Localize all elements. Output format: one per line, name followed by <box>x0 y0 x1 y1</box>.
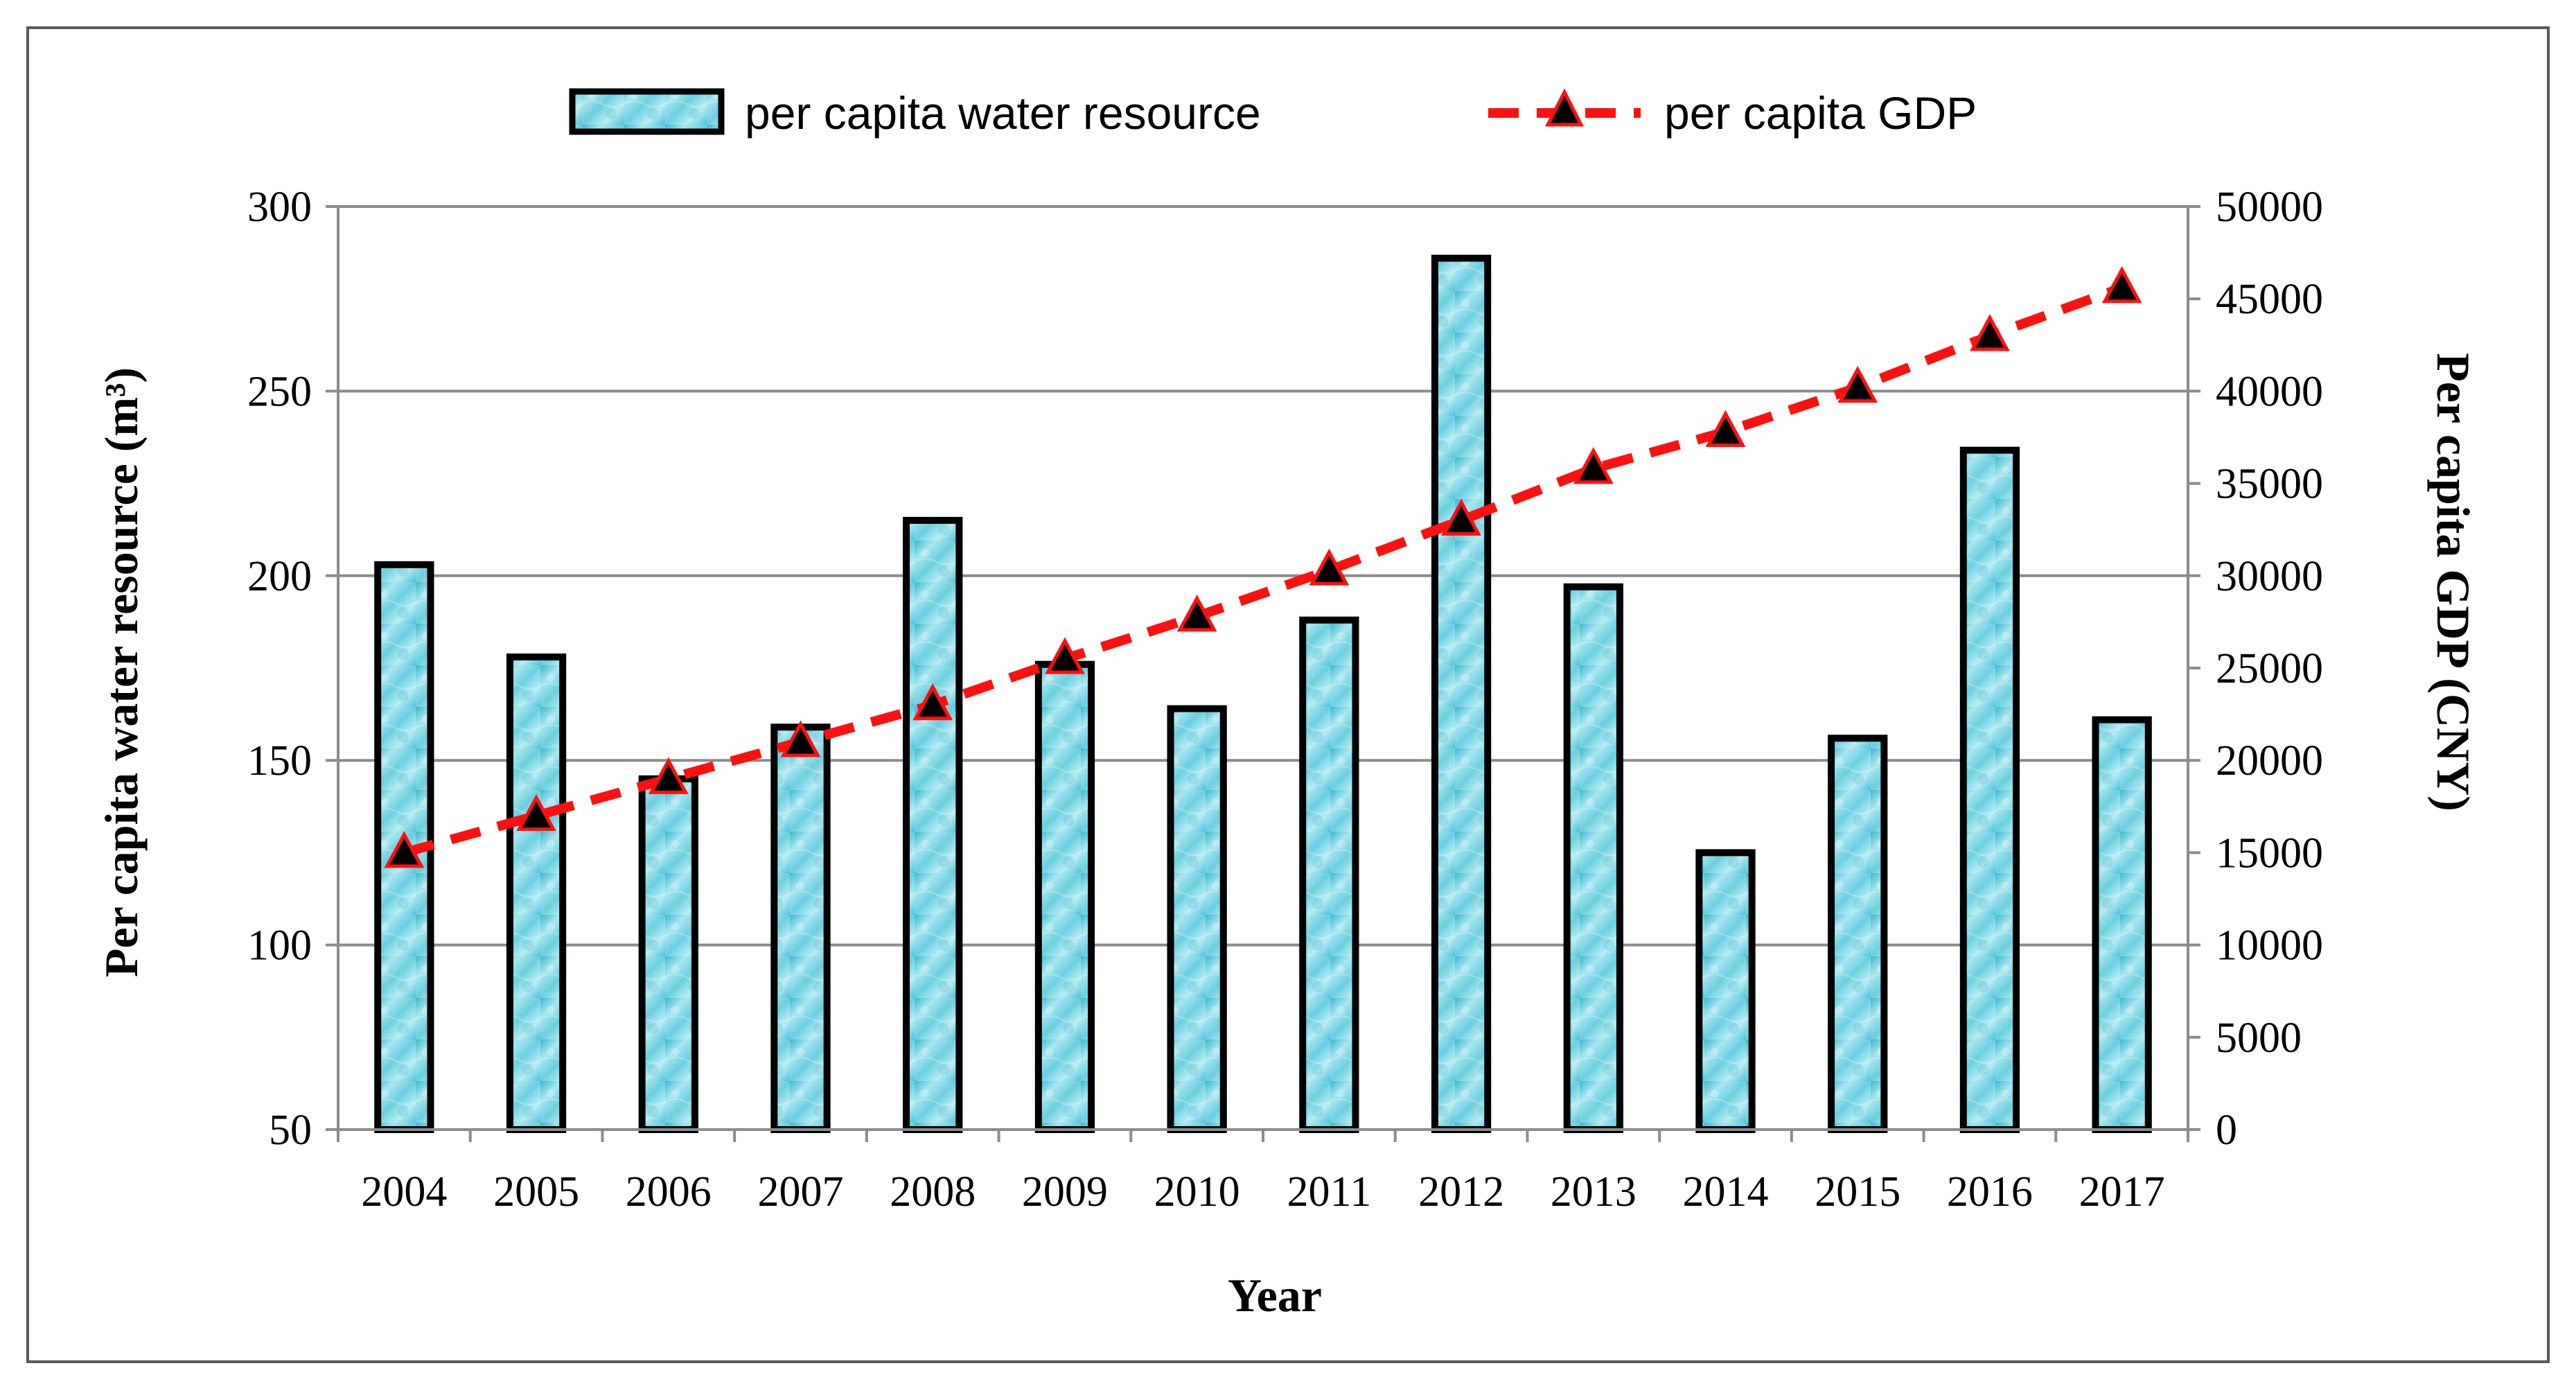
bar-water-2013 <box>1563 583 1623 1133</box>
bar-water-2014 <box>1695 849 1756 1134</box>
gdp-marker-2011 <box>1309 548 1350 586</box>
bar-water-2006 <box>638 775 698 1133</box>
y-right-tick-label: 30000 <box>2216 553 2323 600</box>
x-axis-title: Year <box>1228 1269 1322 1322</box>
gdp-marker-2016 <box>1970 314 2010 351</box>
legend-swatch-gdp-marker <box>1544 88 1585 127</box>
bar-water-2017 <box>2092 716 2152 1134</box>
line-series-gdp <box>384 265 2142 868</box>
gdp-marker-2010 <box>1176 595 1217 632</box>
x-tick-label-2017: 2017 <box>2079 1168 2165 1216</box>
y-left-tick-label: 100 <box>247 922 312 970</box>
y-right-tick-label: 25000 <box>2216 645 2323 692</box>
legend-swatch-water-resource <box>569 88 725 135</box>
x-tick-label-2006: 2006 <box>626 1168 712 1216</box>
y-right-tick-label: 5000 <box>2216 1015 2302 1062</box>
bar-water-2012 <box>1431 254 1492 1133</box>
gdp-marker-2015 <box>1837 365 1878 403</box>
x-tick-label-2004: 2004 <box>361 1168 447 1216</box>
y-left-tick-label: 200 <box>247 553 312 600</box>
gdp-marker-2014 <box>1705 410 1746 448</box>
x-tick-label-2013: 2013 <box>1551 1168 1637 1216</box>
y-right-tick-label: 0 <box>2216 1107 2237 1154</box>
x-tick-label-2012: 2012 <box>1418 1168 1504 1216</box>
y-left-tick-label: 300 <box>247 184 312 231</box>
bar-water-2009 <box>1034 660 1095 1133</box>
x-tick-label-2011: 2011 <box>1287 1168 1372 1216</box>
x-tick-label-2009: 2009 <box>1022 1168 1108 1216</box>
y-axis-right-title: Per capita GDP (CNY) <box>2427 353 2480 812</box>
legend: per capita water resource per capita GDP <box>569 87 1977 139</box>
bar-water-2016 <box>1959 446 2020 1133</box>
bar-water-2007 <box>770 723 831 1134</box>
y-left-tick-label: 150 <box>247 737 312 784</box>
gdp-marker-2012 <box>1441 498 1481 536</box>
bar-series-water-resource <box>374 254 2152 1134</box>
gdp-marker-2008 <box>912 683 953 721</box>
gdp-marker-2007 <box>780 720 821 757</box>
y-right-tick-label: 20000 <box>2216 737 2323 784</box>
legend-label-water-resource: per capita water resource <box>745 87 1261 139</box>
gdp-marker-2005 <box>516 793 556 832</box>
y-left-tick-label: 50 <box>269 1107 312 1154</box>
y-right-tick-label: 50000 <box>2216 184 2323 231</box>
x-tick-label-2015: 2015 <box>1815 1168 1900 1216</box>
x-tick-label-2016: 2016 <box>1947 1168 2033 1216</box>
y-left-tick-label: 250 <box>247 368 312 415</box>
bar-water-2005 <box>506 653 567 1133</box>
gdp-marker-2006 <box>648 757 689 794</box>
x-tick-label-2010: 2010 <box>1154 1168 1240 1216</box>
bar-water-2011 <box>1299 616 1359 1133</box>
figure-border <box>26 26 2550 1363</box>
y-right-tick-label: 10000 <box>2216 922 2323 970</box>
gdp-marker-2017 <box>2101 265 2142 304</box>
legend-label-gdp: per capita GDP <box>1664 87 1977 139</box>
x-tick-label-2008: 2008 <box>890 1168 976 1216</box>
bar-water-2015 <box>1828 735 1888 1134</box>
gdp-marker-2009 <box>1045 637 1085 674</box>
gdp-line-path <box>403 283 2124 858</box>
x-tick-label-2014: 2014 <box>1683 1168 1769 1216</box>
bar-water-2008 <box>903 516 963 1133</box>
y-right-tick-label: 35000 <box>2216 461 2323 508</box>
y-right-tick-label: 40000 <box>2216 368 2323 415</box>
y-axis-left-title: Per capita water resource (m³) <box>95 367 148 977</box>
y-right-tick-label: 15000 <box>2216 830 2323 877</box>
gdp-marker-2004 <box>384 831 425 868</box>
tick-labels: 50 100 150 200 250 300 0 5000 10000 15000 20000 250… <box>247 184 2323 1216</box>
x-tick-label-2007: 2007 <box>758 1168 844 1216</box>
gdp-marker-2013 <box>1573 447 1614 484</box>
x-tick-label-2005: 2005 <box>493 1168 579 1216</box>
bar-water-2010 <box>1167 705 1227 1133</box>
y-right-tick-label: 45000 <box>2216 276 2323 323</box>
